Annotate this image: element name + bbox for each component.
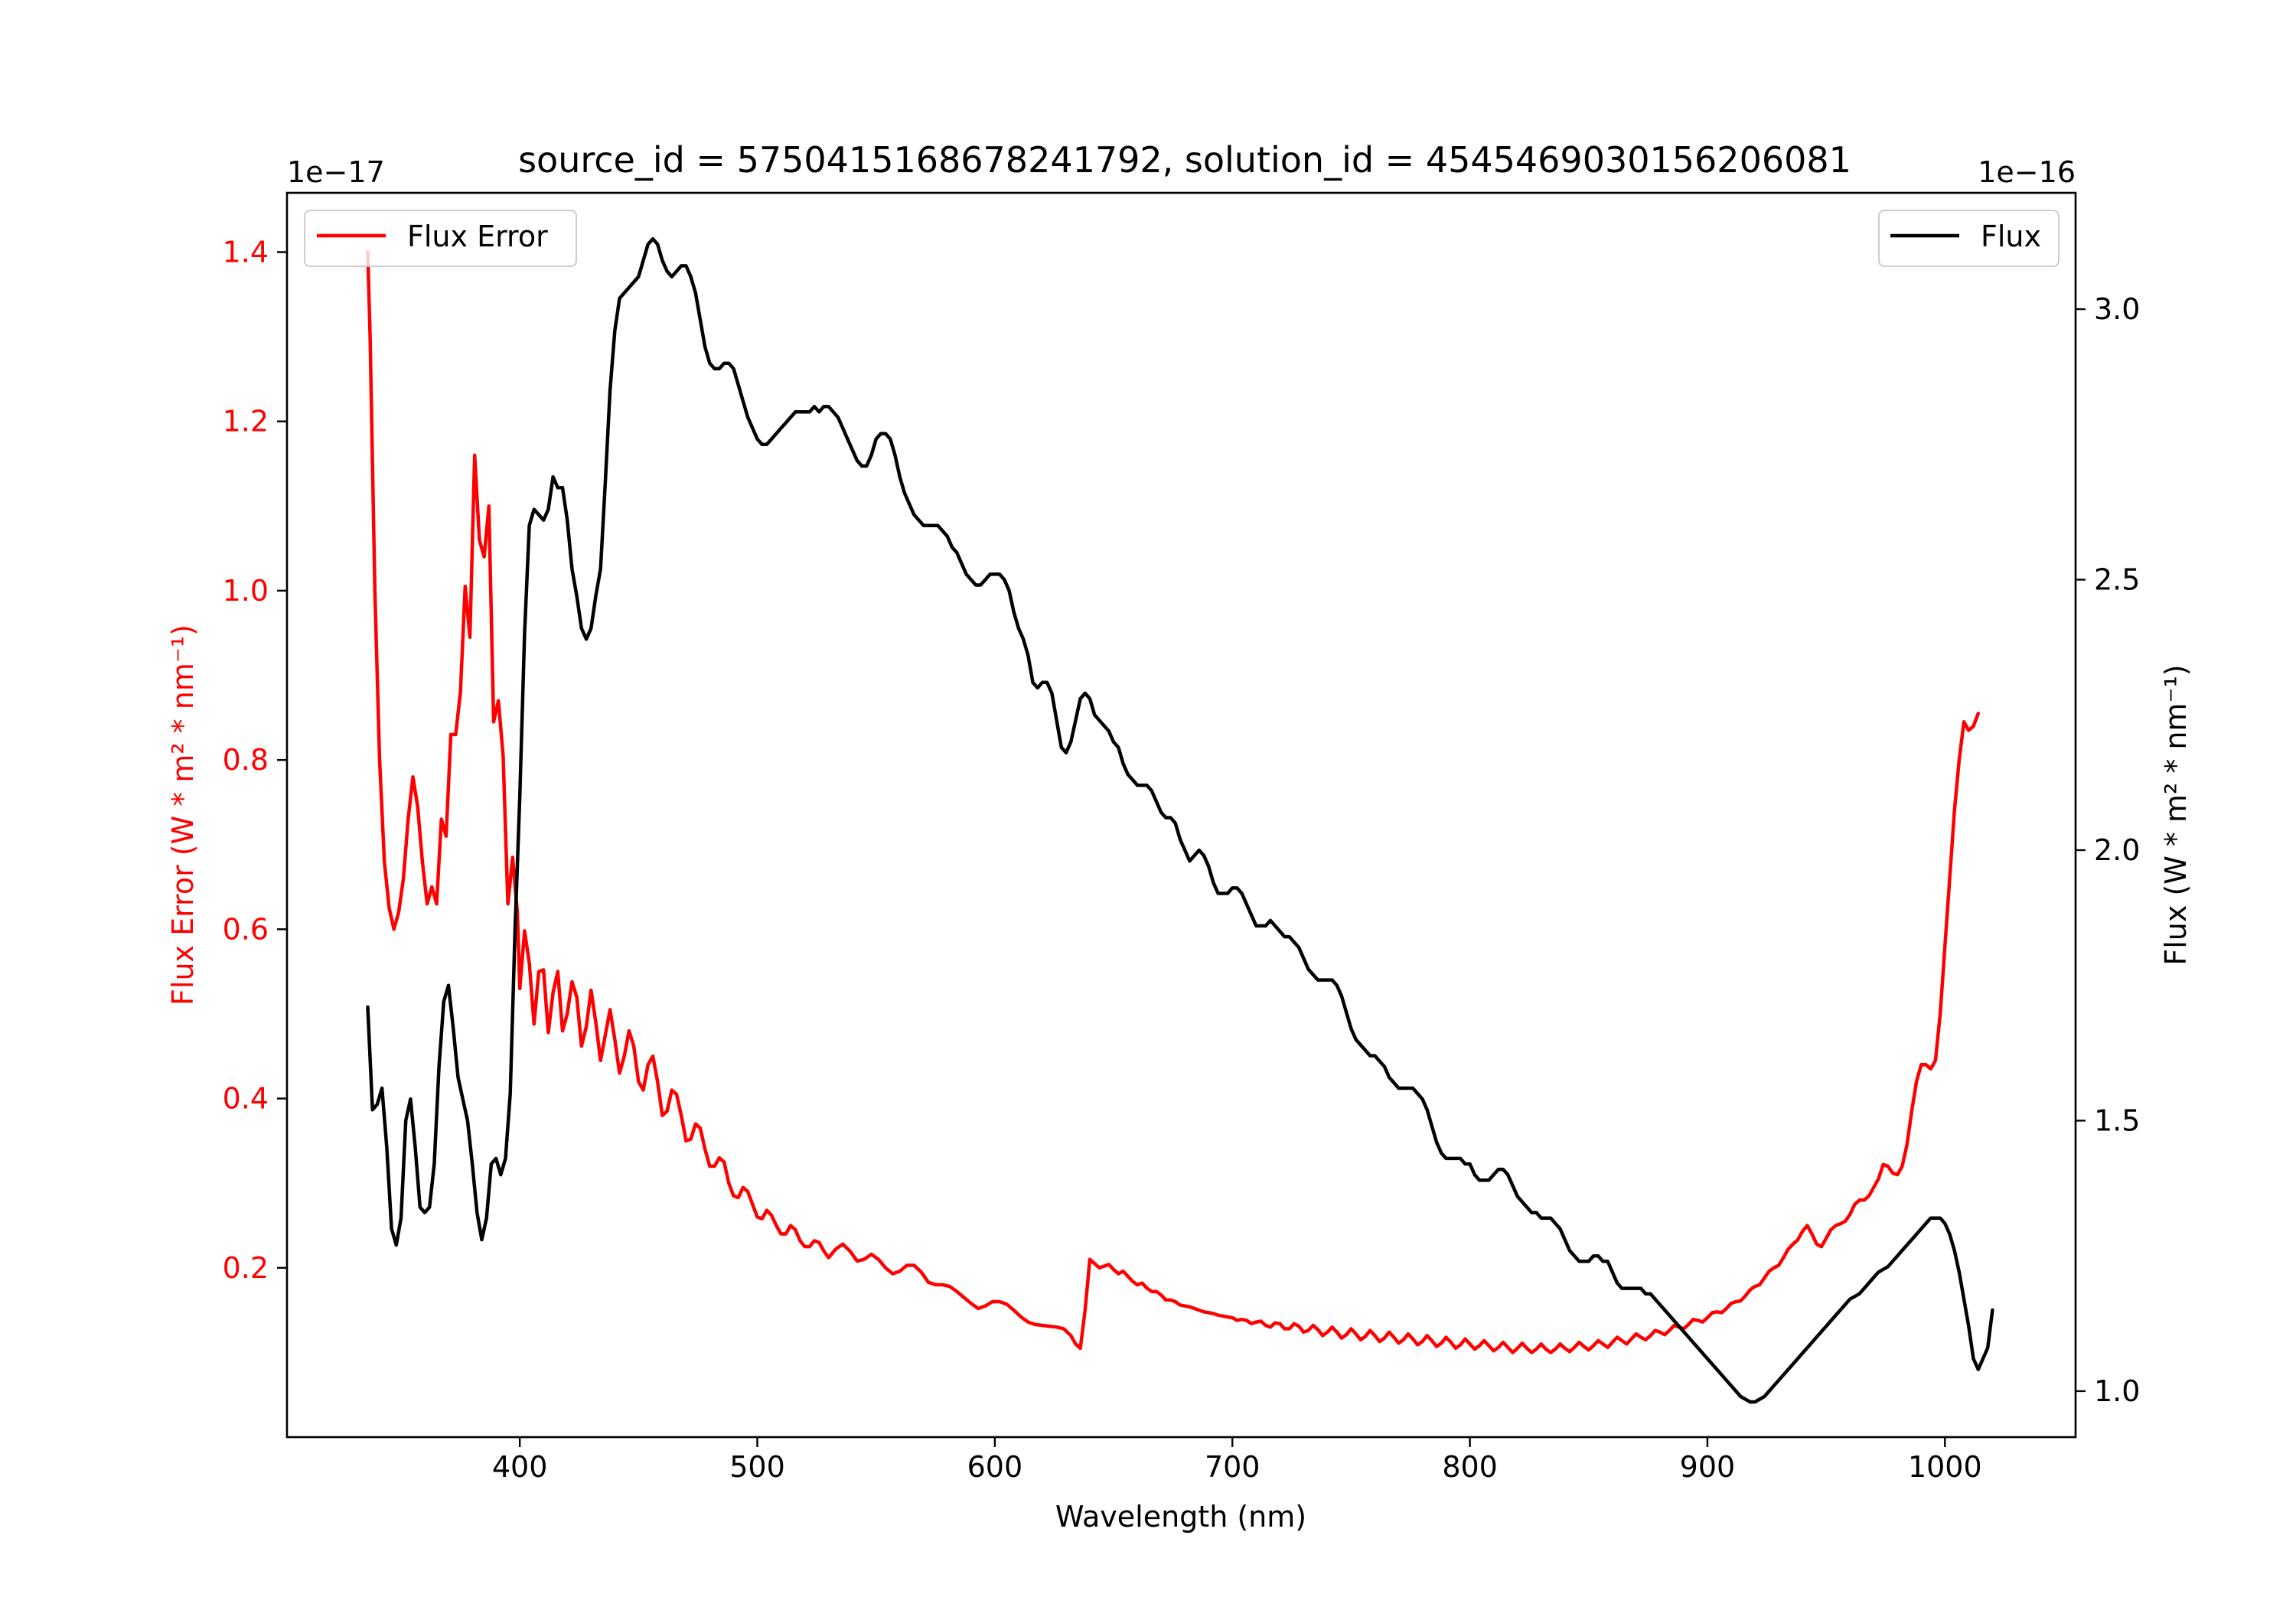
right-tick-label: 3.0 (2094, 292, 2140, 326)
plot-area (285, 191, 2077, 1439)
left-tick-label: 0.6 (223, 912, 269, 946)
x-tick-label: 400 (492, 1450, 548, 1484)
left-tick-label: 0.8 (223, 743, 269, 777)
left-tick-label: 1.4 (223, 235, 269, 269)
legend-flux-error-box (304, 210, 577, 267)
right-tick-label: 1.0 (2094, 1374, 2140, 1408)
right-tick-label: 1.5 (2094, 1103, 2140, 1137)
x-tick-label: 800 (1442, 1450, 1498, 1484)
x-tick-label: 900 (1680, 1450, 1736, 1484)
right-tick-label: 2.5 (2094, 562, 2140, 596)
left-tick-label: 0.4 (223, 1082, 269, 1116)
x-tick-label: 500 (729, 1450, 785, 1484)
right-tick-label: 2.0 (2094, 833, 2140, 867)
left-offset-label: 1e−17 (287, 155, 385, 189)
left-axis-label: Flux Error (W * m² * nm⁻¹) (166, 624, 200, 1006)
flux-error-line (366, 250, 1981, 1354)
x-axis-label: Wavelength (nm) (1055, 1500, 1306, 1534)
left-axis: 0.2 0.4 0.6 0.8 1.0 1.2 1.4 (223, 235, 287, 1285)
flux-line (366, 236, 1994, 1404)
series-layer (366, 236, 1994, 1404)
left-tick-label: 1.2 (223, 405, 269, 438)
chart-title: source_id = 5750415168678241792, solutio… (518, 139, 1851, 181)
x-tick-label: 700 (1205, 1450, 1261, 1484)
legend-flux: Flux (1878, 210, 2060, 267)
right-offset-label: 1e−16 (1978, 155, 2076, 189)
legend-flux-error: Flux Error (304, 210, 577, 267)
x-tick-label: 600 (967, 1450, 1023, 1484)
left-tick-label: 1.0 (223, 574, 269, 608)
x-tick-label: 1000 (1908, 1450, 1982, 1484)
x-axis: 400 500 600 700 800 900 1000 (492, 1437, 1982, 1484)
legend-flux-label: Flux (1981, 220, 2041, 253)
right-axis-label: Flux (W * m² * nm⁻¹) (2159, 664, 2193, 965)
plot-frame (285, 191, 2077, 1439)
legend-flux-box (1878, 210, 2060, 267)
left-tick-label: 0.2 (223, 1251, 269, 1285)
legend-flux-error-label: Flux Error (407, 220, 548, 253)
right-axis: 1.0 1.5 2.0 2.5 3.0 (2076, 292, 2140, 1408)
